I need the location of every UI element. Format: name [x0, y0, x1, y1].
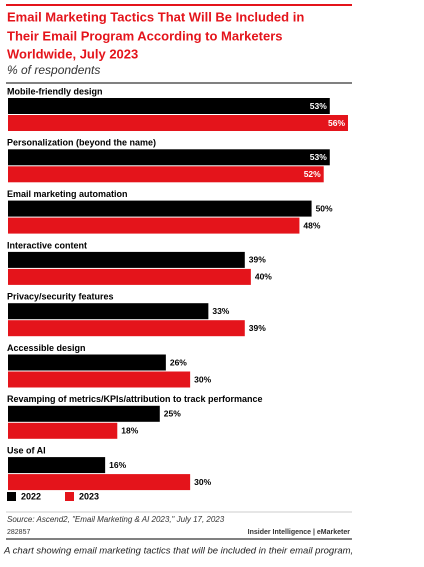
category-label: Personalization (beyond the name): [7, 138, 156, 148]
bar: [8, 268, 251, 285]
legend-swatch: [7, 492, 16, 501]
bar: [8, 371, 191, 388]
value-label: 52%: [304, 169, 321, 179]
value-label: 53%: [310, 101, 327, 111]
bar: [8, 217, 300, 234]
category-label: Mobile-friendly design: [7, 86, 103, 96]
legend-label: 2023: [79, 491, 99, 501]
bar: [8, 115, 348, 131]
value-label: 26%: [170, 357, 187, 367]
chart-title: Worldwide, July 2023: [7, 46, 138, 61]
value-label: 48%: [303, 220, 320, 230]
category-label: Accessible design: [7, 343, 86, 353]
category-label: Use of AI: [7, 445, 46, 455]
legend-swatch: [65, 492, 74, 501]
legend-label: 2022: [21, 491, 41, 501]
bar: [8, 303, 209, 320]
bar: [8, 422, 118, 439]
value-label: 25%: [164, 409, 181, 419]
value-label: 39%: [249, 323, 266, 333]
bar: [8, 149, 330, 166]
chart-subtitle: % of respondents: [7, 63, 100, 77]
value-label: 16%: [109, 460, 126, 470]
bar: [8, 200, 312, 217]
chart-title: Their Email Program According to Markete…: [7, 28, 282, 43]
value-label: 18%: [121, 426, 138, 436]
bar: [8, 457, 106, 474]
credit: Insider Intelligence | eMarketer: [248, 529, 351, 536]
value-label: 30%: [194, 477, 211, 487]
chart-title: Email Marketing Tactics That Will Be Inc…: [7, 9, 304, 24]
category-label: Privacy/security features: [7, 292, 114, 302]
bar: [8, 354, 166, 371]
value-label: 56%: [328, 118, 345, 128]
bar: [8, 320, 245, 337]
bar: [8, 474, 191, 491]
bar: [8, 405, 160, 422]
value-label: 40%: [255, 272, 272, 282]
value-label: 53%: [310, 152, 327, 162]
chart-id: 282857: [7, 529, 30, 536]
value-label: 33%: [212, 306, 229, 316]
source: Source: Ascend2, "Email Marketing & AI 2…: [7, 515, 225, 524]
bar: [8, 166, 324, 183]
category-label: Email marketing automation: [7, 189, 128, 199]
category-label: Interactive content: [7, 240, 87, 250]
category-label: Revamping of metrics/KPIs/attribution to…: [7, 394, 263, 404]
bar: [8, 98, 330, 114]
value-label: 39%: [249, 255, 266, 265]
caption: A chart showing email marketing tactics …: [3, 546, 353, 557]
value-label: 30%: [194, 374, 211, 384]
value-label: 50%: [316, 203, 333, 213]
bar: [8, 251, 245, 268]
